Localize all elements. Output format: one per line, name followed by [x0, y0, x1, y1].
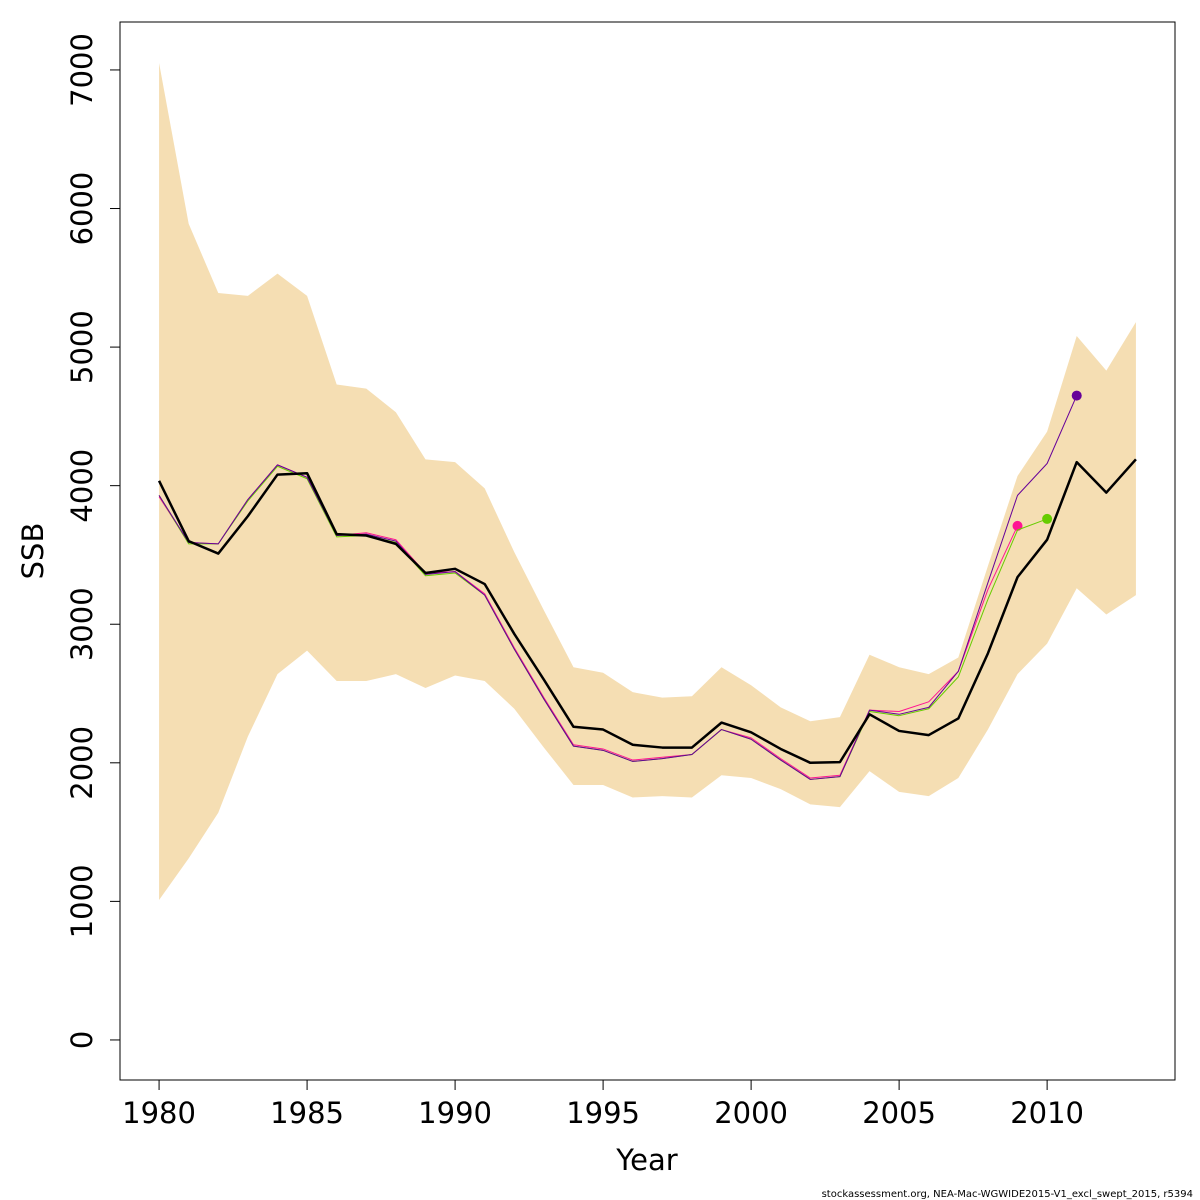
y-tick-label: 6000 [65, 172, 99, 246]
line-layer [157, 390, 1137, 780]
y-tick-label: 3000 [65, 587, 99, 661]
x-tick-label: 1980 [122, 1096, 196, 1130]
x-axis-label: Year [615, 1143, 677, 1177]
x-tick-label: 2005 [862, 1096, 936, 1130]
x-tick-label: 2010 [1010, 1096, 1084, 1130]
x-tick-label: 1985 [270, 1096, 344, 1130]
y-tick-label: 1000 [65, 864, 99, 938]
confidence-band [159, 63, 1136, 900]
band-layer [159, 63, 1136, 900]
y-axis-label: SSB [16, 523, 50, 580]
y-tick-label: 7000 [65, 33, 99, 107]
x-tick-label: 1995 [566, 1096, 640, 1130]
end-point [1042, 513, 1053, 524]
series-line [157, 458, 1137, 765]
x-tick-label: 1990 [418, 1096, 492, 1130]
x-tick-label: 2000 [714, 1096, 788, 1130]
series-line [158, 395, 1078, 780]
y-tick-label: 2000 [65, 726, 99, 800]
y-tick-label: 5000 [65, 310, 99, 384]
end-point [1012, 520, 1023, 531]
footer: stockassessment.org, NEA-Mac-WGWIDE2015-… [822, 1189, 1193, 1200]
y-tick-label: 0 [65, 1031, 99, 1049]
end-point [1071, 390, 1082, 401]
y-tick-label: 4000 [65, 449, 99, 523]
